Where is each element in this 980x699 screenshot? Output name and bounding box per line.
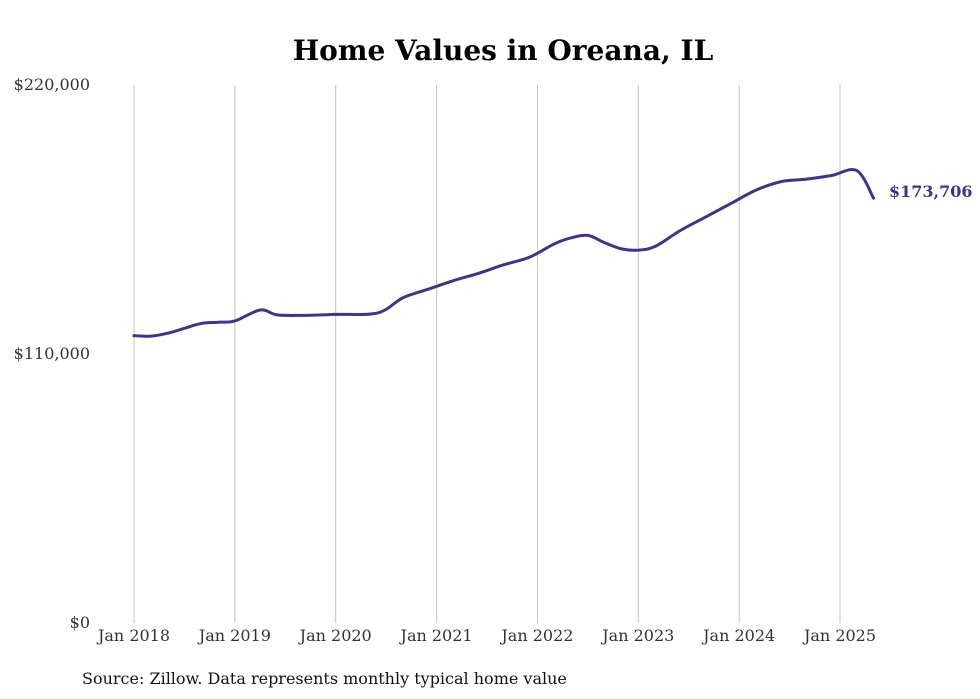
source-note: Source: Zillow. Data represents monthly …: [82, 669, 567, 688]
x-tick-label: Jan 2018: [96, 626, 170, 645]
x-axis-ticks: Jan 2018 Jan 2019 Jan 2020 Jan 2021 Jan 2022…: [96, 626, 876, 645]
x-tick-label: Jan 2022: [499, 626, 573, 645]
x-tick-label: Jan 2023: [600, 626, 674, 645]
x-tick-label: Jan 2025: [802, 626, 876, 645]
x-tick-label: Jan 2024: [701, 626, 775, 645]
x-tick-label: Jan 2021: [399, 626, 473, 645]
end-value-label: $173,706: [889, 182, 973, 201]
chart-title: Home Values in Oreana, IL: [293, 34, 714, 67]
y-axis-ticks: $0 $110,000 $220,000: [14, 75, 90, 632]
series-line-home-value: [132, 168, 876, 338]
y-tick-label: $0: [70, 613, 90, 632]
y-tick-label: $220,000: [14, 75, 90, 94]
grid-lines: [133, 85, 841, 623]
x-tick-label: Jan 2020: [298, 626, 372, 645]
y-tick-label: $110,000: [14, 344, 90, 363]
x-tick-label: Jan 2019: [197, 626, 271, 645]
